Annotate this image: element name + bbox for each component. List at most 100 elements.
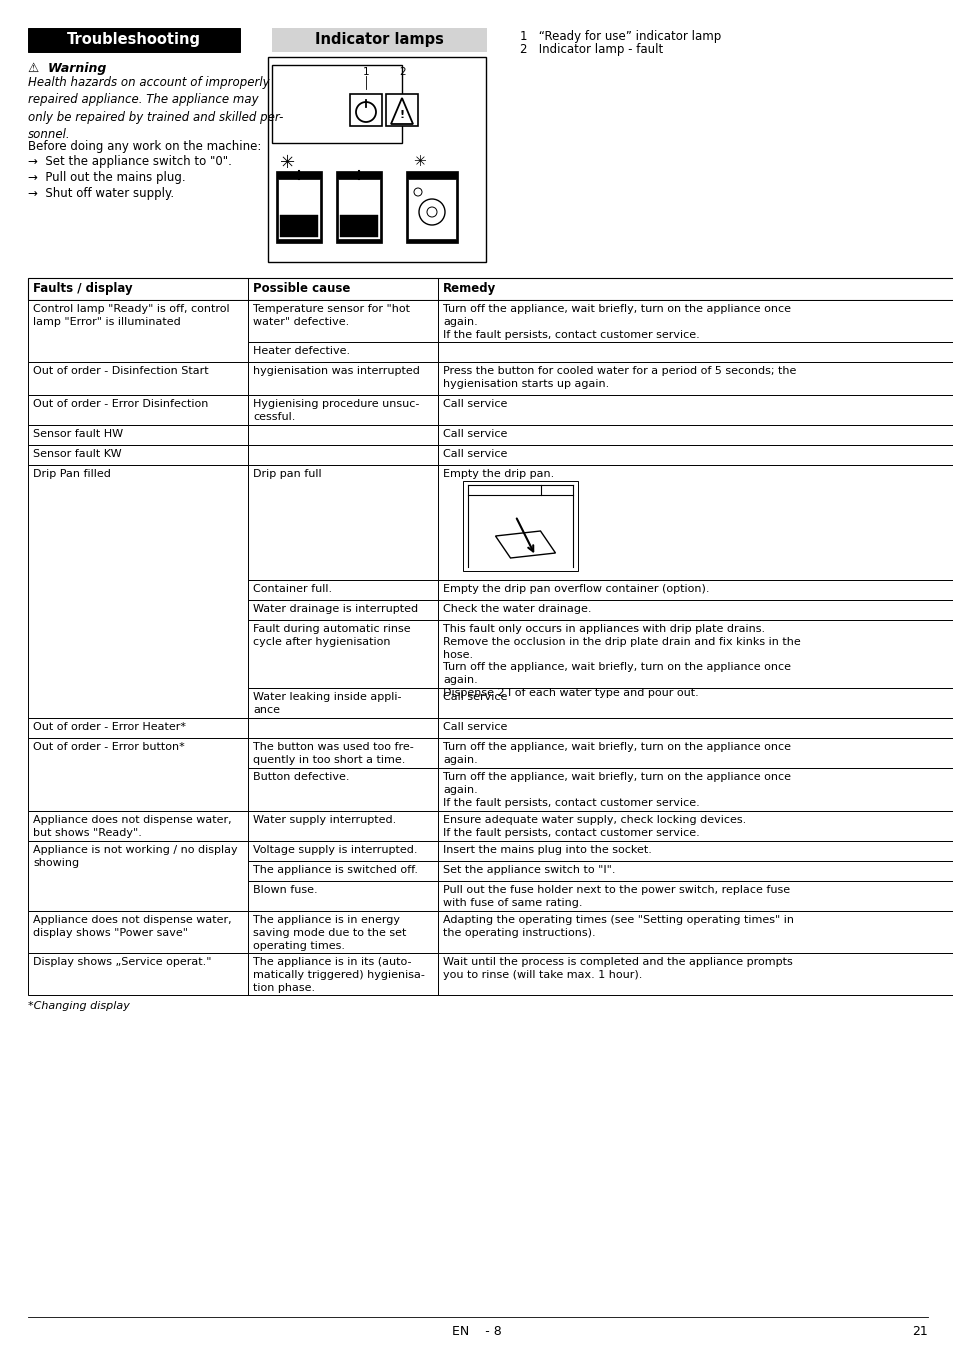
Text: Water leaking inside appli-
ance: Water leaking inside appli- ance bbox=[253, 693, 401, 714]
Text: 1   “Ready for use” indicator lamp: 1 “Ready for use” indicator lamp bbox=[519, 30, 720, 43]
Bar bbox=[248, 841, 437, 861]
Bar bbox=[339, 215, 377, 238]
Bar bbox=[437, 738, 953, 768]
Text: Display shows „Service operat.": Display shows „Service operat." bbox=[33, 957, 212, 967]
Text: Empty the drip pan.: Empty the drip pan. bbox=[442, 468, 554, 479]
Text: Call service: Call service bbox=[442, 722, 507, 732]
Text: ✳: ✳ bbox=[280, 154, 295, 171]
Bar bbox=[248, 718, 437, 738]
Text: Empty the drip pan overflow container (option).: Empty the drip pan overflow container (o… bbox=[442, 585, 709, 594]
Bar bbox=[248, 362, 437, 396]
Bar bbox=[28, 396, 248, 425]
Bar bbox=[277, 180, 319, 239]
Text: Appliance does not dispense water,
display shows "Power save": Appliance does not dispense water, displ… bbox=[33, 915, 232, 938]
Bar bbox=[248, 446, 437, 464]
Text: Appliance is not working / no display
showing: Appliance is not working / no display sh… bbox=[33, 845, 237, 868]
Text: Hygienising procedure unsuc-
cessful.: Hygienising procedure unsuc- cessful. bbox=[253, 400, 419, 421]
Bar bbox=[275, 171, 322, 243]
Bar bbox=[28, 841, 248, 911]
Text: Fault during automatic rinse
cycle after hygienisation: Fault during automatic rinse cycle after… bbox=[253, 624, 410, 647]
Text: Container full.: Container full. bbox=[253, 585, 332, 594]
Text: Out of order - Error Disinfection: Out of order - Error Disinfection bbox=[33, 400, 208, 409]
Bar bbox=[437, 811, 953, 841]
Bar bbox=[437, 861, 953, 882]
Text: Pull out the fuse holder next to the power switch, replace fuse
with fuse of sam: Pull out the fuse holder next to the pow… bbox=[442, 886, 789, 907]
Text: Out of order - Error button*: Out of order - Error button* bbox=[33, 743, 185, 752]
Bar bbox=[248, 768, 437, 811]
Text: 21: 21 bbox=[911, 1324, 927, 1338]
Text: The button was used too fre-
quently in too short a time.: The button was used too fre- quently in … bbox=[253, 743, 414, 765]
Bar bbox=[272, 28, 486, 53]
Text: The appliance is switched off.: The appliance is switched off. bbox=[253, 865, 417, 875]
Bar bbox=[437, 396, 953, 425]
Text: Health hazards on account of improperly
repaired appliance. The appliance may
on: Health hazards on account of improperly … bbox=[28, 76, 283, 142]
Text: Adapting the operating times (see "Setting operating times" in
the operating ins: Adapting the operating times (see "Setti… bbox=[442, 915, 793, 938]
Bar bbox=[437, 446, 953, 464]
Text: Water drainage is interrupted: Water drainage is interrupted bbox=[253, 603, 417, 614]
Bar bbox=[248, 953, 437, 995]
Bar bbox=[28, 464, 248, 718]
Bar bbox=[28, 953, 248, 995]
Bar bbox=[462, 481, 578, 571]
Bar bbox=[248, 688, 437, 718]
Bar bbox=[248, 620, 437, 688]
Bar bbox=[437, 362, 953, 396]
Bar bbox=[248, 300, 437, 342]
Text: Possible cause: Possible cause bbox=[253, 282, 350, 296]
Bar bbox=[272, 65, 401, 143]
Bar bbox=[350, 95, 381, 126]
Text: →  Set the appliance switch to "0".: → Set the appliance switch to "0". bbox=[28, 155, 232, 167]
Text: Call service: Call service bbox=[442, 400, 507, 409]
Text: Call service: Call service bbox=[442, 450, 507, 459]
Text: The appliance is in energy
saving mode due to the set
operating times.: The appliance is in energy saving mode d… bbox=[253, 915, 406, 950]
Text: Turn off the appliance, wait briefly, turn on the appliance once
again.: Turn off the appliance, wait briefly, tu… bbox=[442, 743, 790, 765]
Text: Heater defective.: Heater defective. bbox=[253, 346, 350, 356]
Text: This fault only occurs in appliances with drip plate drains.
Remove the occlusio: This fault only occurs in appliances wit… bbox=[442, 624, 800, 698]
Bar bbox=[248, 811, 437, 841]
Text: Check the water drainage.: Check the water drainage. bbox=[442, 603, 591, 614]
Text: Call service: Call service bbox=[442, 693, 507, 702]
Text: Blown fuse.: Blown fuse. bbox=[253, 886, 317, 895]
Bar bbox=[437, 300, 953, 342]
Bar bbox=[28, 811, 248, 841]
Text: →  Pull out the mains plug.: → Pull out the mains plug. bbox=[28, 171, 186, 184]
Text: 2: 2 bbox=[398, 68, 405, 77]
Bar bbox=[280, 215, 317, 238]
Text: →  Shut off water supply.: → Shut off water supply. bbox=[28, 188, 174, 200]
Text: Drip pan full: Drip pan full bbox=[253, 468, 321, 479]
Bar bbox=[248, 580, 437, 599]
Text: Before doing any work on the machine:: Before doing any work on the machine: bbox=[28, 140, 261, 153]
Bar bbox=[437, 620, 953, 688]
Bar bbox=[28, 425, 248, 446]
Bar bbox=[437, 882, 953, 911]
Bar bbox=[437, 718, 953, 738]
Bar bbox=[248, 342, 437, 362]
Bar bbox=[248, 396, 437, 425]
Text: Out of order - Disinfection Start: Out of order - Disinfection Start bbox=[33, 366, 209, 377]
Bar bbox=[437, 911, 953, 953]
Bar bbox=[28, 300, 248, 362]
Bar bbox=[268, 57, 485, 262]
Text: Sensor fault HW: Sensor fault HW bbox=[33, 429, 123, 439]
Bar bbox=[406, 171, 457, 243]
Text: 1: 1 bbox=[363, 68, 369, 77]
Text: Faults / display: Faults / display bbox=[33, 282, 132, 296]
Text: ✳: ✳ bbox=[414, 154, 426, 169]
Text: 2   Indicator lamp - fault: 2 Indicator lamp - fault bbox=[519, 43, 662, 55]
Bar bbox=[437, 599, 953, 620]
Bar bbox=[437, 841, 953, 861]
Bar bbox=[437, 425, 953, 446]
Text: Set the appliance switch to "I".: Set the appliance switch to "I". bbox=[442, 865, 615, 875]
Text: Appliance does not dispense water,
but shows "Ready".: Appliance does not dispense water, but s… bbox=[33, 815, 232, 838]
Text: Control lamp "Ready" is off, control
lamp "Error" is illuminated: Control lamp "Ready" is off, control lam… bbox=[33, 304, 230, 327]
Text: *Changing display: *Changing display bbox=[28, 1000, 130, 1011]
Text: Sensor fault KW: Sensor fault KW bbox=[33, 450, 121, 459]
Text: Ensure adequate water supply, check locking devices.
If the fault persists, cont: Ensure adequate water supply, check lock… bbox=[442, 815, 745, 838]
Text: Turn off the appliance, wait briefly, turn on the appliance once
again.
If the f: Turn off the appliance, wait briefly, tu… bbox=[442, 772, 790, 807]
Text: Water supply interrupted.: Water supply interrupted. bbox=[253, 815, 395, 825]
Text: EN    - 8: EN - 8 bbox=[452, 1324, 501, 1338]
Bar bbox=[28, 28, 240, 53]
Bar bbox=[437, 580, 953, 599]
Bar bbox=[248, 738, 437, 768]
Text: Insert the mains plug into the socket.: Insert the mains plug into the socket. bbox=[442, 845, 651, 855]
